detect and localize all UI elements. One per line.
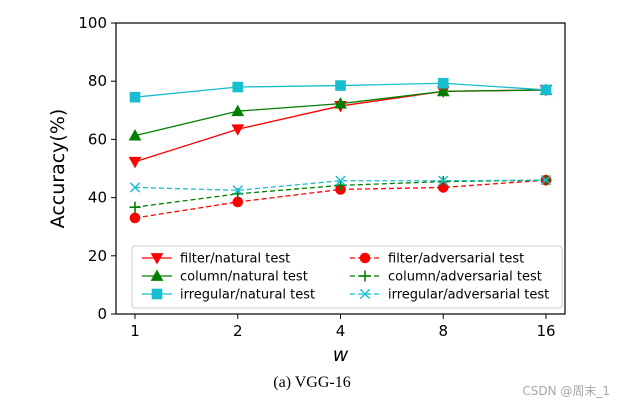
data-point [231,124,245,136]
data-point [129,201,141,213]
x-tick-label: 2 [233,322,243,340]
data-point [232,81,244,93]
data-point [335,80,346,91]
y-tick-label: 100 [78,14,107,32]
data-point [129,91,141,103]
x-tick-label: 1 [130,322,140,340]
legend: filter/natural test filter/adversarial te… [131,245,563,309]
series-line [134,89,547,137]
watermark: CSDN @周末_1 [522,384,610,398]
legend-marker [359,252,371,264]
legend-marker [359,270,371,282]
legend-label: filter/natural test [180,252,290,267]
series-irregular-natural-test [129,77,552,103]
data-point [334,97,347,109]
legend-entry: irregular/natural test [142,288,315,303]
y-tick-label: 40 [88,189,107,207]
x-tick-label: 8 [438,322,448,340]
series-column-natural-test [128,83,553,141]
legend-entry: column/adversarial test [350,270,542,285]
data-point [437,77,449,89]
legend-label: column/natural test [180,270,308,285]
series-line [134,179,547,219]
figure-caption: (a) VGG-16 [273,374,351,391]
data-point [232,185,243,196]
legend-box [131,245,563,309]
legend-entry: filter/adversarial test [350,252,524,267]
data-point [438,175,449,186]
data-point [436,84,450,97]
legend-entry: filter/natural test [142,252,290,267]
data-point [540,174,552,186]
legend-marker [150,253,164,265]
data-point [129,182,141,193]
legend-marker [359,288,371,300]
legend-entry: column/natural test [142,269,308,285]
series-line [134,179,547,191]
data-point [129,212,141,224]
legend-label: column/adversarial test [388,270,542,285]
legend-marker [151,288,163,300]
x-axis-label: w [333,344,349,366]
series-irregular-adversarial-test [129,174,552,196]
legend-marker [150,269,164,281]
legend-entry: irregular/adversarial test [350,288,549,303]
data-point [540,84,552,96]
legend-label: irregular/adversarial test [388,288,549,303]
legend-label: irregular/natural test [180,288,315,303]
data-point [128,156,142,169]
legend-label: filter/adversarial test [388,252,524,267]
data-point [335,175,346,186]
y-tick-label: 60 [88,130,107,148]
y-tick-label: 80 [88,72,107,90]
y-tick-label: 0 [97,305,107,323]
y-axis-label: Accuracy(%) [47,109,69,229]
data-point [231,104,245,117]
x-tick-label: 4 [336,322,346,340]
y-tick-label: 20 [88,247,107,265]
x-tick-label: 16 [536,322,555,340]
data-point [128,129,142,141]
